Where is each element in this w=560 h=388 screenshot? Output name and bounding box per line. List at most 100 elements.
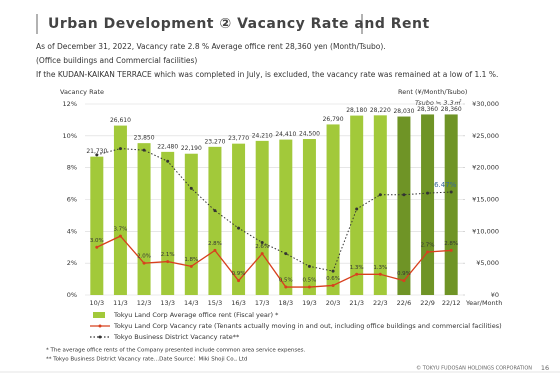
data-label: 3.7% xyxy=(113,227,127,233)
y2-tick-label: ¥25,000 xyxy=(472,132,499,140)
y2-tick-label: ¥15,000 xyxy=(472,196,499,204)
x-tick-label: 14/3 xyxy=(184,299,199,307)
y2-tick-label: ¥0 xyxy=(491,291,499,299)
x-tick-label: 17/3 xyxy=(255,299,270,307)
point xyxy=(331,283,335,287)
x-tick-label: 13/3 xyxy=(160,299,175,307)
bar xyxy=(113,125,127,295)
y-tick-label: 8% xyxy=(67,164,77,172)
y-tick-label: 6% xyxy=(67,196,77,204)
bar xyxy=(373,115,387,295)
data-label: 24,210 xyxy=(252,132,273,139)
data-label: 28,180 xyxy=(346,107,367,114)
data-label: 28,360 xyxy=(417,106,438,113)
x-tick-label: 20/3 xyxy=(326,299,341,307)
point xyxy=(402,193,406,197)
x-tick-label: 22/3 xyxy=(373,299,388,307)
point xyxy=(355,272,359,276)
data-label: 28,360 xyxy=(441,106,462,113)
data-label: 28,030 xyxy=(393,108,414,115)
point xyxy=(426,191,430,195)
legend-marker xyxy=(98,324,102,328)
footnote: * The average office rents of the Compan… xyxy=(46,348,305,354)
x-axis-label: Year/Month xyxy=(465,299,502,307)
x-tick-label: 22/6 xyxy=(397,299,412,307)
point xyxy=(426,250,430,254)
data-label: 24,500 xyxy=(299,131,320,138)
y-tick-label: 0% xyxy=(67,291,77,299)
note: As of December 31, 2022, Vacancy rate 2.… xyxy=(36,42,386,51)
x-tick-label: 19/3 xyxy=(302,299,317,307)
legend-label: Tokyu Land Corp Average office rent (Fis… xyxy=(113,311,279,319)
data-label: 2.6% xyxy=(255,244,269,250)
bar xyxy=(279,139,293,295)
bar xyxy=(255,140,269,295)
bar xyxy=(184,153,198,295)
bar xyxy=(137,143,151,295)
bar xyxy=(350,115,364,295)
data-label: 3.0% xyxy=(90,238,104,244)
x-tick-label: 10/3 xyxy=(90,299,105,307)
point xyxy=(118,147,122,151)
footnote: ** Tokyo Business District Vacancy rate…… xyxy=(46,357,247,363)
data-label: 0.9% xyxy=(232,271,246,277)
copyright: © TOKYU FUDOSAN HOLDINGS CORPORATION xyxy=(416,365,532,372)
y2-tick-label: ¥20,000 xyxy=(472,164,499,172)
data-label: 26,790 xyxy=(323,116,344,123)
data-label: 0.9% xyxy=(397,271,411,277)
data-label: 26,610 xyxy=(110,117,131,124)
x-tick-label: 18/3 xyxy=(279,299,294,307)
y-tick-label: 10% xyxy=(63,132,77,140)
bar xyxy=(302,139,316,295)
x-tick-label: 22/9 xyxy=(420,299,435,307)
data-label: 23,770 xyxy=(228,135,249,142)
y2-tick-label: ¥30,000 xyxy=(472,100,499,108)
note: (Office buildings and Commercial facilit… xyxy=(36,56,197,65)
note: If the KUDAN-KAIKAN TERRACE which was co… xyxy=(36,70,498,79)
data-label: 2.1% xyxy=(161,252,175,258)
data-label: 24,410 xyxy=(275,131,296,138)
data-label: 2.0% xyxy=(137,254,151,260)
point xyxy=(213,248,217,252)
y-tick-label: 4% xyxy=(67,227,77,235)
point xyxy=(237,279,241,283)
data-label: 22,190 xyxy=(181,145,202,152)
data-label: 1.8% xyxy=(184,257,198,263)
point xyxy=(378,193,382,197)
bar xyxy=(444,114,458,295)
y2-tick-label: ¥5,000 xyxy=(476,259,499,267)
bar xyxy=(90,156,104,295)
data-label: 23,270 xyxy=(204,138,225,145)
legend-label: Tokyo Business District Vacancy rate** xyxy=(113,333,240,341)
line xyxy=(96,148,452,272)
data-label: 1.3% xyxy=(350,265,364,271)
y2-tick-label: ¥10,000 xyxy=(472,227,499,235)
point xyxy=(166,159,170,163)
point xyxy=(260,240,264,244)
data-label: 22,480 xyxy=(157,143,178,150)
x-tick-label: 12/3 xyxy=(137,299,152,307)
point xyxy=(449,248,453,252)
point xyxy=(95,153,99,157)
data-label: 23,850 xyxy=(134,135,155,142)
bar xyxy=(326,124,340,295)
data-label: 0.6% xyxy=(326,276,340,282)
point xyxy=(378,272,382,276)
point xyxy=(307,264,311,268)
data-label: 28,220 xyxy=(370,107,391,114)
data-label: 6.47% xyxy=(434,181,457,189)
y2-note: Tsubo ≒ 3.3㎡ xyxy=(415,99,462,107)
y-axis-label: Vacancy Rate xyxy=(60,88,104,96)
bar xyxy=(397,116,411,296)
data-label: 0.5% xyxy=(279,278,293,284)
data-label: 2.8% xyxy=(444,241,458,247)
point xyxy=(355,207,359,211)
bar xyxy=(232,143,246,295)
point xyxy=(142,148,146,152)
point xyxy=(189,186,193,190)
point xyxy=(307,285,311,289)
legend-marker xyxy=(93,312,105,318)
line xyxy=(96,235,452,288)
